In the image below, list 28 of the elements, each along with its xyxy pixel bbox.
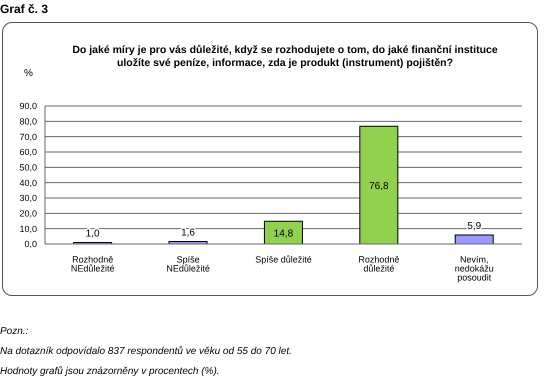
data-label: 76,8 (369, 181, 389, 192)
text: Hodnoty grafů jsou znázorněny v procentech (%). (0, 366, 220, 377)
x-tick-label: Rozhodně NEdůležité (70, 254, 114, 274)
data-label: 1,0 (86, 228, 100, 240)
x-tick-label: Spíše NEdůležité (166, 254, 210, 274)
y-tick-label: 0,0 (24, 239, 37, 250)
bar (264, 220, 303, 244)
data-label: 14,8 (274, 228, 294, 240)
x-tick-label: Spíše důležité (255, 254, 312, 264)
y-tick-label: 80,0 (19, 116, 37, 127)
text: Na dotazník odpovídalo 837 respondentů ve věku od 55 do 70 let. (0, 346, 292, 357)
y-tick-label: 90,0 (19, 101, 37, 112)
x-tick-label: Nevím, nedokážu posoudit (454, 254, 494, 282)
x-tick-label: Rozhodně důležité (358, 254, 400, 274)
y-tick-label: 40,0 (19, 178, 37, 188)
y-tick-label: 70,0 (19, 132, 37, 142)
bar (454, 234, 494, 244)
data-label: 1,6 (181, 228, 196, 239)
text: Pozn.: (0, 326, 28, 337)
y-tick-label: 50,0 (19, 162, 37, 173)
chart-title: Graf č. 3 (0, 2, 48, 16)
y-tick-label: 20,0 (19, 208, 37, 219)
y-tick-label: 10,0 (19, 224, 37, 234)
chart-subtitle: Do jaké míry je pro vás důležité, když se rozhodujete o tom, do jaké finanční instituce uložíte své peníze, informace, zda je produkt (instrument) pojištěn? (71, 44, 499, 70)
y-tick-label: 30,0 (19, 193, 37, 204)
y-tick-label: 60,0 (19, 147, 37, 158)
bar (359, 126, 398, 244)
y-axis-title: % (24, 68, 33, 79)
